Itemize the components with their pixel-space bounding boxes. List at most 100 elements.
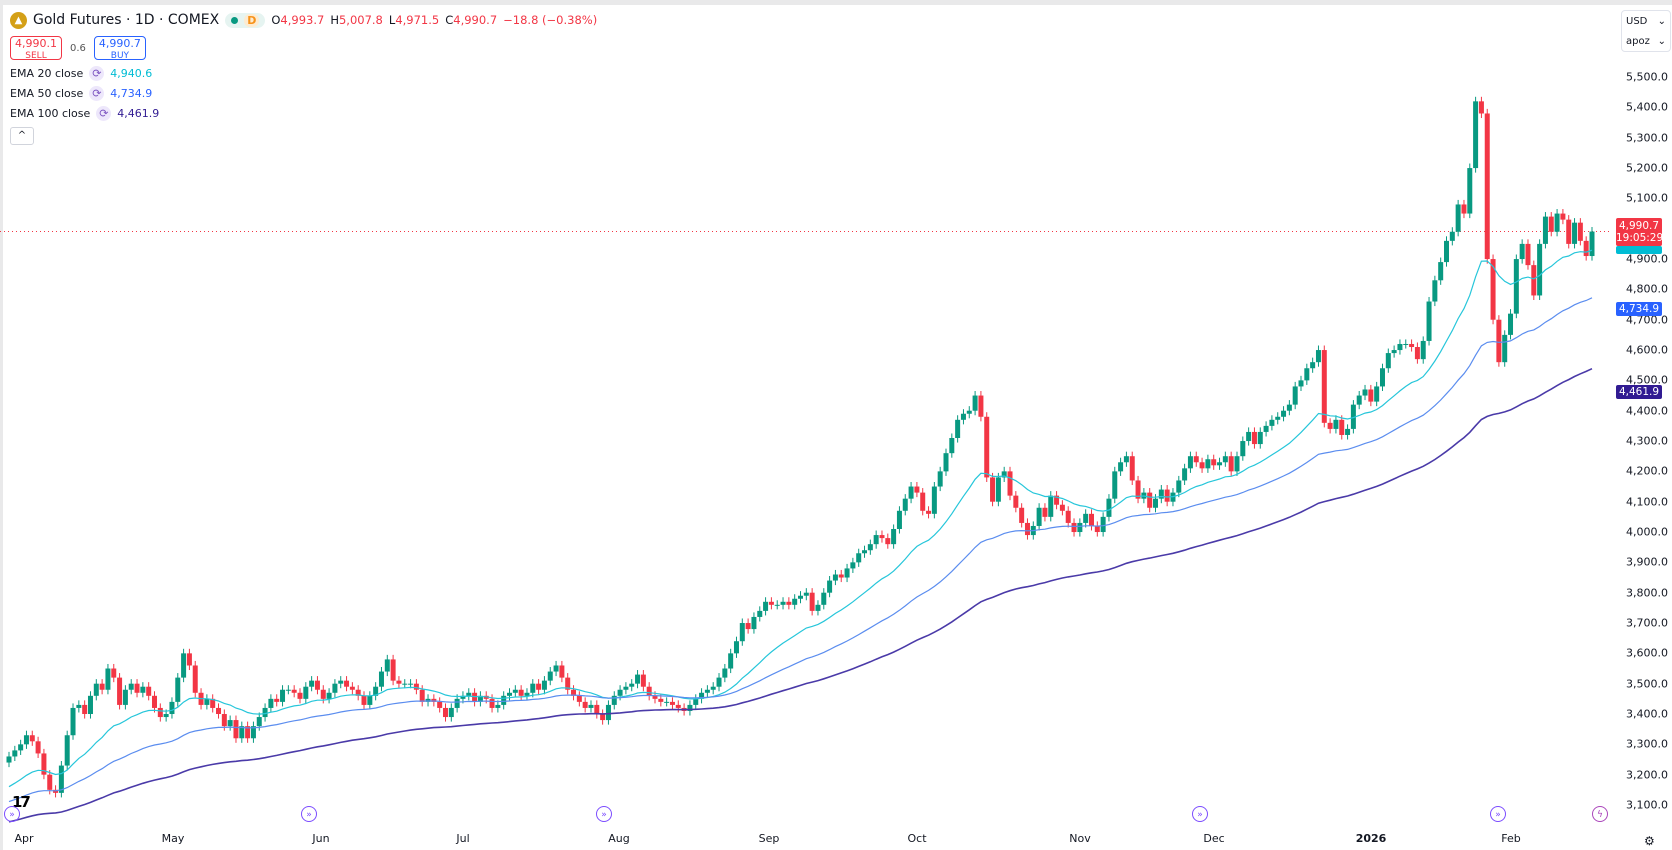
candle-body — [1577, 222, 1583, 241]
settings-gear-icon[interactable]: ⚙ — [1644, 834, 1655, 848]
candle — [1525, 239, 1531, 270]
tradingview-logo[interactable]: 17 — [12, 793, 31, 811]
candle-body — [850, 562, 856, 569]
candle — [541, 676, 547, 695]
candle-body — [1589, 231, 1595, 257]
candle — [792, 594, 798, 610]
candle — [1368, 384, 1374, 407]
scale-dropdown[interactable]: apoz ⌄ — [1626, 35, 1666, 47]
sell-button[interactable]: 4,990.1 SELL — [10, 36, 62, 61]
candle — [972, 390, 978, 416]
event-fast-forward-icon[interactable]: » — [301, 806, 317, 822]
candle — [1158, 485, 1164, 504]
candle — [1374, 381, 1380, 407]
candle-body — [117, 677, 123, 705]
event-fast-forward-icon[interactable]: » — [4, 806, 20, 822]
refresh-icon[interactable]: ⟳ — [96, 106, 112, 121]
candle — [1513, 254, 1519, 319]
candle-body — [763, 601, 769, 611]
ema100-line — [8, 367, 1593, 823]
price-axis-label: 3,100.0 — [1626, 798, 1668, 812]
candle-body — [1583, 240, 1589, 257]
candle — [70, 703, 76, 740]
candle — [157, 703, 163, 722]
chevron-down-icon: ⌄ — [1657, 35, 1666, 47]
candle-body — [960, 413, 966, 420]
price-axis-label: 4,200.0 — [1626, 464, 1668, 478]
candle — [245, 721, 251, 743]
time-label-oct: Oct — [907, 832, 927, 845]
price-axis-label: 4,800.0 — [1626, 282, 1668, 296]
candle — [693, 694, 699, 710]
event-fast-forward-icon[interactable]: » — [596, 806, 612, 822]
window-left-border — [0, 0, 3, 850]
candle — [1589, 227, 1595, 261]
ema-legend-row[interactable]: EMA 100 close ⟳ 4,461.9 — [10, 104, 597, 123]
lightning-icon[interactable]: ϟ — [1592, 806, 1608, 822]
candle-body — [111, 668, 117, 678]
candle — [373, 682, 379, 701]
refresh-icon[interactable]: ⟳ — [89, 86, 105, 101]
candle — [332, 679, 338, 698]
candle-body — [1199, 462, 1205, 469]
price-axis-label: 5,200.0 — [1626, 161, 1668, 175]
candle-body — [1548, 216, 1554, 232]
time-label-dec: Dec — [1203, 832, 1225, 845]
candle-body — [460, 695, 466, 699]
candle — [1054, 491, 1060, 510]
candle — [1484, 108, 1490, 264]
collapse-legend-button[interactable]: ^ — [10, 127, 34, 145]
low-value: 4,971.5 — [395, 13, 440, 27]
candle — [774, 600, 780, 610]
candle — [559, 660, 565, 683]
ema20-price-tag — [1616, 245, 1662, 254]
candle — [111, 663, 117, 683]
candle — [1187, 451, 1193, 473]
symbol-title[interactable]: Gold Futures · 1D · COMEX — [33, 12, 220, 28]
market-status-badge[interactable]: D — [225, 12, 266, 28]
ema-value: 4,734.9 — [110, 87, 153, 100]
candle — [442, 703, 448, 722]
candle — [809, 588, 815, 616]
candle — [629, 679, 635, 692]
candle-body — [815, 604, 821, 611]
candle-body — [495, 704, 501, 708]
candle-body — [169, 701, 175, 715]
candle-body — [885, 538, 891, 545]
candle — [1397, 339, 1403, 355]
ema-legend-row[interactable]: EMA 20 close ⟳ 4,940.6 — [10, 64, 597, 83]
candle — [1211, 454, 1217, 470]
event-fast-forward-icon[interactable]: » — [1490, 806, 1506, 822]
candle — [6, 751, 12, 768]
refresh-icon[interactable]: ⟳ — [89, 66, 105, 81]
candle-body — [87, 695, 93, 715]
candle — [728, 648, 734, 674]
candle — [1269, 415, 1275, 431]
candle — [1420, 336, 1426, 364]
candle-body — [280, 689, 286, 702]
candle — [250, 721, 256, 743]
candle-body — [320, 689, 326, 699]
open-value: 4,993.7 — [280, 13, 325, 27]
candle-body — [216, 707, 222, 715]
candle — [384, 654, 390, 677]
price-axis-label: 3,300.0 — [1626, 737, 1668, 751]
candle-body — [862, 550, 868, 554]
candle — [571, 685, 577, 701]
currency-dropdown[interactable]: USD ⌄ — [1626, 15, 1666, 27]
candle — [1246, 427, 1252, 446]
candle-body — [1228, 456, 1234, 472]
candle-body — [338, 680, 344, 684]
event-fast-forward-icon[interactable]: » — [1192, 806, 1208, 822]
candle-body — [361, 695, 367, 705]
candle — [640, 670, 646, 692]
units-selector[interactable]: USD ⌄ apoz ⌄ — [1621, 10, 1671, 52]
buy-button[interactable]: 4,990.7 BUY — [93, 36, 146, 61]
candle-body — [530, 683, 536, 693]
candle-body — [122, 689, 128, 705]
ema-legend-row[interactable]: EMA 50 close ⟳ 4,734.9 — [10, 84, 597, 103]
candle — [1286, 400, 1292, 416]
candle-body — [1467, 168, 1473, 214]
candle-body — [722, 668, 728, 678]
